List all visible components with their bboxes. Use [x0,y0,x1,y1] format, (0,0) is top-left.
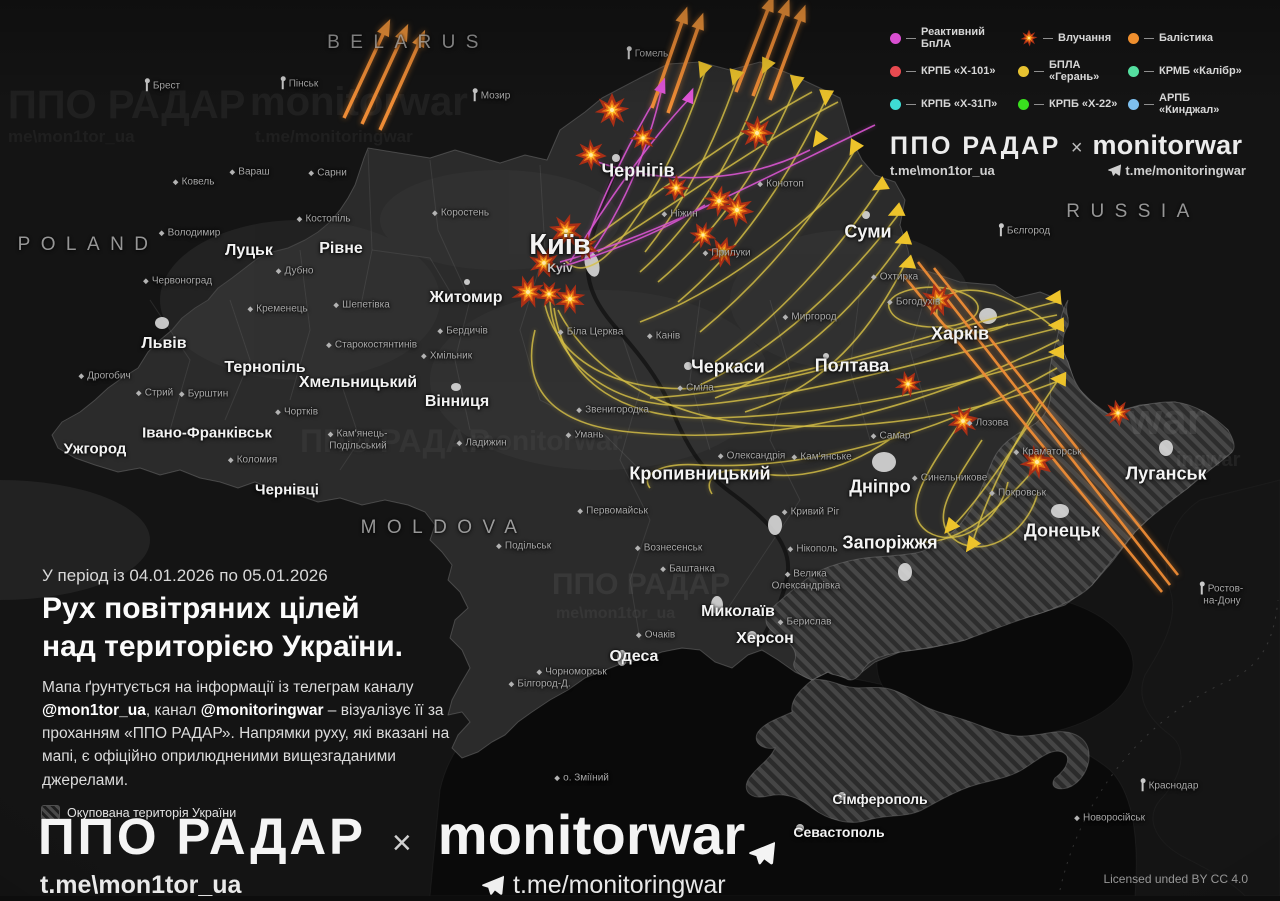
legend-dash: — [906,65,916,77]
telegram-handle-mon1tor[interactable]: t.me\mon1tor_ua [890,163,995,178]
mention-monitoringwar[interactable]: @monitoringwar [200,701,324,719]
legend-label: БПЛА «Герань» [1049,59,1100,83]
legend-dot-icon [890,65,901,77]
legend-item: — КРПБ «Х-22» [1018,92,1128,116]
brand-monitorwar: monitorwar [1092,130,1243,160]
header: — Реактивний БпЛА — Влучання — Балістика — КРПБ… [890,26,1246,178]
telegram-plane-icon [1108,164,1122,176]
footer-monitorwar: monitorwar [437,803,746,866]
footer-handles: t.me\mon1tor_ua t.me/monitoringwar [38,871,775,901]
legend-item: — АРПБ «Кинджал» [1128,92,1246,116]
legend-dash: — [1144,98,1154,110]
map-title: Рух повітряних цілей над територією Укра… [42,590,472,666]
legend-dot-icon [1128,65,1139,77]
telegram-handle-label: t.me/monitoringwar [1125,163,1246,178]
telegram-handle-monitoringwar[interactable]: t.me/monitoringwar [1108,163,1246,178]
brand-ppo-radar: ППО РАДАР [890,132,1061,160]
watermark-text: ППО РАДАР [552,568,730,601]
watermark-text: me\mon1tor_ua [556,605,675,622]
legend-label: КРМБ «Калібр» [1159,65,1242,77]
legend-dot-icon [890,32,901,44]
legend-label: Реактивний БпЛА [921,26,985,50]
legend-dot-icon [1018,65,1029,77]
legend-dot-icon [1018,98,1029,110]
legend-label: КРПБ «Х-22» [1049,98,1118,110]
header-brand: ППО РАДАР × monitorwar [890,130,1246,161]
explosion-icon [1020,29,1038,47]
legend-item: — Реактивний БпЛА [890,26,1018,50]
telegram-plane-icon [482,875,504,895]
legend-dot-icon [1128,98,1139,110]
legend-dash: — [906,98,916,110]
license-text: Licensed unded BY CC 4.0 [1103,872,1248,886]
title-line1: Рух повітряних цілей [42,592,360,625]
period-text: У період із 04.01.2026 по 05.01.2026 [42,566,328,585]
legend-item: — БПЛА «Герань» [1018,59,1128,83]
legend: — Реактивний БпЛА — Влучання — Балістика — КРПБ… [890,26,1246,116]
legend-label: КРПБ «Х-31П» [921,98,998,110]
legend-dash: — [1034,98,1044,110]
watermark-text: monitorwar [470,425,623,456]
legend-dash: — [1034,65,1044,77]
legend-dash: — [1144,32,1154,44]
title-line2: над територією України. [42,629,404,663]
legend-label: Балістика [1159,32,1213,44]
header-handles: t.me\mon1tor_ua t.me/monitoringwar [890,163,1246,178]
legend-dash: — [906,32,916,44]
watermark-text: t.me/monitoringwar [255,127,413,146]
legend-label: КРПБ «Х-101» [921,65,996,77]
footer-logo-plane-icon [749,841,776,865]
brand-x-separator: × [1070,137,1083,159]
footer-x-separator: × [391,824,412,862]
legend-label: АРПБ «Кинджал» [1159,92,1220,116]
legend-item: — КРПБ «Х-31П» [890,92,1018,116]
legend-item: — КРМБ «Калібр» [1128,59,1246,83]
legend-item: — Влучання [1018,26,1128,50]
watermark-text: ingwar [1176,449,1241,471]
mention-mon1tor[interactable]: @mon1tor_ua [42,701,146,719]
legend-dot-icon [1128,32,1139,44]
watermark-text: ППО РАДАР [300,423,490,459]
watermark-text: war [1127,395,1204,444]
watermark-text: ППО РАДАР [8,83,245,127]
footer-brand: ППО РАДАР × monitorwar [38,802,776,867]
watermark-text: me\mon1tor_ua [8,127,135,146]
info-panel: У період із 04.01.2026 по 05.01.2026 Рух… [41,566,472,821]
legend-label: Влучання [1058,32,1112,44]
legend-dot-icon [890,98,901,110]
description-text: Мапа ґрунтується на інформації із телегр… [42,678,450,789]
legend-dash: — [1043,32,1053,44]
legend-item: — КРПБ «Х-101» [890,59,1018,83]
legend-dash: — [1144,65,1154,77]
legend-item: — Балістика [1128,26,1246,50]
footer-ppo-radar: ППО РАДАР [38,808,366,865]
footer: ППО РАДАР × monitorwar t.me\mon1tor_ua t… [38,802,776,901]
